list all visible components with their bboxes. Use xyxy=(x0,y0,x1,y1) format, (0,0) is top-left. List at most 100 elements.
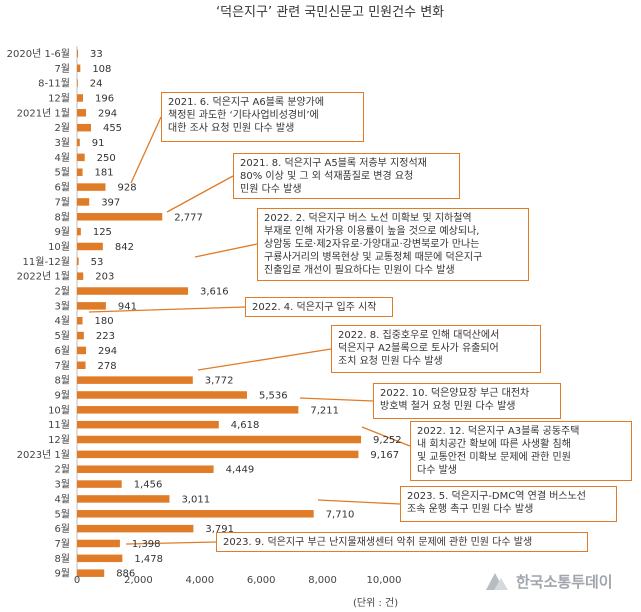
x-tick-label: 2,000 xyxy=(124,575,153,586)
annotation-2022-02: 2022. 2. 덕은지구 버스 노선 미확보 및 지하철역 부재로 인해 자가… xyxy=(257,208,529,281)
category-label: 4월 xyxy=(54,315,70,327)
value-label: 1,398 xyxy=(132,539,161,550)
bar xyxy=(77,79,78,87)
value-label: 4,449 xyxy=(226,465,255,476)
value-label: 3,791 xyxy=(205,524,234,535)
bar xyxy=(77,346,87,355)
bar xyxy=(77,435,362,444)
value-label: 9,167 xyxy=(370,450,399,461)
bar xyxy=(77,287,189,295)
category-label: 5월 xyxy=(54,330,70,342)
bar xyxy=(77,524,194,533)
bar xyxy=(77,64,81,73)
bar xyxy=(77,376,193,384)
value-label: 842 xyxy=(115,242,134,253)
bar xyxy=(77,257,79,266)
bar xyxy=(77,495,170,503)
annotation-leader-line xyxy=(194,243,258,258)
value-label: 3,616 xyxy=(200,287,229,298)
value-label: 278 xyxy=(98,361,117,372)
bar xyxy=(77,109,87,117)
category-label: 10월 xyxy=(48,404,70,416)
value-label: 7,211 xyxy=(310,405,339,416)
value-label: 941 xyxy=(118,301,137,312)
value-label: 397 xyxy=(101,197,120,208)
bar xyxy=(77,123,91,132)
bar xyxy=(77,361,86,370)
value-label: 180 xyxy=(95,316,114,327)
annotation-leader-line xyxy=(299,397,374,402)
annotation-leader-line xyxy=(130,116,162,184)
value-label: 4,618 xyxy=(231,420,260,431)
value-label: 7,710 xyxy=(326,509,355,520)
bar xyxy=(77,331,84,340)
x-tick-label: 10,000 xyxy=(367,575,402,586)
annotation-2022-12: 2022. 12. 덕은지구 A3블록 공동주택 내 회치공간 확보에 따른 사… xyxy=(410,421,632,481)
category-label: 2월 xyxy=(54,286,70,298)
category-label: 7월 xyxy=(54,196,70,208)
category-label: 2월 xyxy=(54,464,70,476)
value-label: 1,478 xyxy=(134,554,163,565)
category-label: 9월 xyxy=(54,568,70,580)
value-label: 2,777 xyxy=(174,212,203,223)
bar xyxy=(77,554,123,563)
x-tick-label: 8,000 xyxy=(308,575,337,586)
annotation-2022-04: 2022. 4. 덕은지구 입주 시작 xyxy=(245,297,393,317)
bar xyxy=(77,569,105,577)
bar xyxy=(77,539,120,548)
value-label: 203 xyxy=(95,272,114,283)
annotation-2021-08: 2021. 8. 덕은지구 A5블록 저층부 지정석재 80% 이상 및 그 외… xyxy=(233,153,460,199)
value-label: 250 xyxy=(97,153,116,164)
category-label: 8-11월 xyxy=(38,78,70,90)
category-label: 8월 xyxy=(54,553,70,565)
bar xyxy=(77,153,85,162)
category-label: 3월 xyxy=(54,300,70,312)
bar xyxy=(77,242,103,251)
category-label: 7월 xyxy=(54,538,70,550)
value-label: 108 xyxy=(92,64,111,75)
category-label: 2월 xyxy=(54,122,70,134)
category-label: 9월 xyxy=(54,226,70,238)
annotation-2023-09: 2023. 9. 덕은지구 부근 난지물재생센터 악취 문제에 관한 민원 다수… xyxy=(216,532,588,552)
category-label: 6월 xyxy=(54,182,70,194)
bar xyxy=(77,450,359,459)
value-label: 294 xyxy=(98,346,117,357)
bar xyxy=(77,272,84,280)
bar xyxy=(77,391,247,399)
category-label: 12월 xyxy=(48,434,70,446)
bar xyxy=(77,94,84,102)
category-label: 4월 xyxy=(54,493,70,505)
value-label: 1,456 xyxy=(134,480,163,491)
value-label: 3,772 xyxy=(205,376,234,387)
category-label: 3월 xyxy=(54,479,70,491)
bar xyxy=(77,480,122,488)
value-label: 24 xyxy=(90,79,103,90)
chart-title: ‘덕은지구’ 관련 국민신문고 민원건수 변화 xyxy=(216,5,444,20)
logo-text: 한국소통투데이 xyxy=(516,572,613,591)
x-tick-label: 0 xyxy=(74,575,80,586)
category-label: 5월 xyxy=(54,508,70,520)
value-label: 294 xyxy=(98,108,117,119)
logo-mark-icon xyxy=(486,573,508,590)
bar xyxy=(77,138,80,147)
bar xyxy=(77,49,79,58)
category-label: 7월 xyxy=(54,63,70,75)
value-label: 223 xyxy=(96,331,115,342)
brand-logo: 한국소통투데이 xyxy=(484,570,613,592)
category-label: 6월 xyxy=(54,345,70,357)
annotation-2022-10: 2022. 10. 덕은양묘장 부근 대전차 방호벽 철거 요청 민원 다수 발… xyxy=(373,383,561,419)
x-tick-label: 4,000 xyxy=(185,575,214,586)
bar xyxy=(77,168,83,176)
value-label: 125 xyxy=(93,227,112,238)
value-label: 33 xyxy=(90,49,103,60)
category-label: 2021년 1월 xyxy=(17,107,70,119)
unit-label: (단위 : 건) xyxy=(353,596,398,609)
value-label: 5,536 xyxy=(259,390,288,401)
annotation-leader-line xyxy=(88,306,246,313)
category-label: 2022년 1월 xyxy=(17,271,70,283)
category-label: 7월 xyxy=(54,360,70,372)
x-tick-label: 6,000 xyxy=(247,575,276,586)
category-label: 11월 xyxy=(48,419,70,431)
